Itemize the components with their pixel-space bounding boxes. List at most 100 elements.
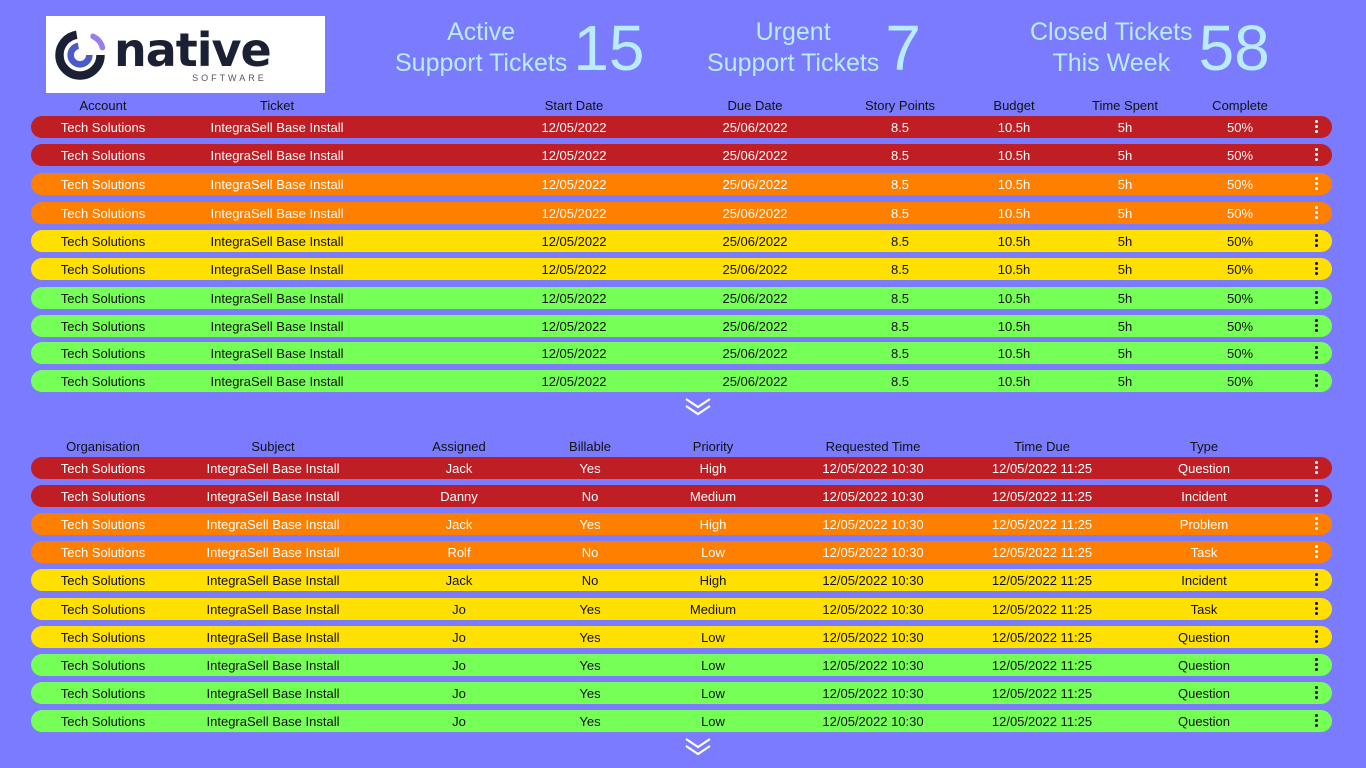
table-row[interactable]: Tech Solutions IntegraSell Base Install 12… xyxy=(31,315,1332,337)
row-more-options-icon[interactable] xyxy=(1310,147,1322,163)
column-header[interactable]: Time Due xyxy=(1014,439,1070,454)
table-cell: 12/05/2022 11:25 xyxy=(991,630,1093,645)
row-more-options-icon[interactable] xyxy=(1310,318,1322,334)
row-more-options-icon[interactable] xyxy=(1310,488,1322,504)
row-more-options-icon[interactable] xyxy=(1310,261,1322,277)
row-more-options-icon[interactable] xyxy=(1310,205,1322,221)
table-row[interactable]: Tech Solutions IntegraSell Base Install 12… xyxy=(31,173,1332,195)
table-cell: Jack xyxy=(445,573,473,588)
table-cell: 50% xyxy=(1226,120,1254,135)
table-row[interactable]: Tech Solutions IntegraSell Base Install 12… xyxy=(31,144,1332,166)
row-more-options-icon[interactable] xyxy=(1310,176,1322,192)
table-cell: 12/05/2022 11:25 xyxy=(991,461,1093,476)
table-cell: Tech Solutions xyxy=(60,346,146,361)
table-cell: 5h xyxy=(1117,346,1133,361)
column-header[interactable]: Priority xyxy=(692,439,734,454)
column-header[interactable]: Account xyxy=(79,98,127,113)
row-more-options-icon[interactable] xyxy=(1310,572,1322,588)
table-cell: 12/05/2022 xyxy=(541,148,607,163)
row-more-options-icon[interactable] xyxy=(1310,345,1322,361)
table-cell: 25/06/2022 xyxy=(722,148,788,163)
column-header[interactable]: Billable xyxy=(569,439,611,454)
table-cell: 25/06/2022 xyxy=(722,234,788,249)
row-more-options-icon[interactable] xyxy=(1310,373,1322,389)
table-cell: 12/05/2022 xyxy=(541,234,607,249)
column-header[interactable]: Due Date xyxy=(727,98,783,113)
row-more-options-icon[interactable] xyxy=(1310,657,1322,673)
table-row[interactable]: Tech Solutions IntegraSell Base Install 12… xyxy=(31,116,1332,138)
table-cell: 25/06/2022 xyxy=(722,262,788,277)
column-header[interactable]: Time Spent xyxy=(1092,98,1158,113)
table-cell: 12/05/2022 10:30 xyxy=(822,658,924,673)
column-header[interactable]: Organisation xyxy=(66,439,140,454)
table-cell: Jack xyxy=(445,517,473,532)
table-cell: 12/05/2022 11:25 xyxy=(991,573,1093,588)
table-cell: IntegraSell Base Install xyxy=(206,489,340,504)
table-row[interactable]: Tech Solutions IntegraSell Base Install Jo… xyxy=(31,598,1332,620)
stat-active-tickets: Active Support Tickets 15 xyxy=(395,16,645,80)
table-cell: 10.5h xyxy=(997,148,1031,163)
row-more-options-icon[interactable] xyxy=(1310,544,1322,560)
table-cell: 50% xyxy=(1226,148,1254,163)
table-cell: 50% xyxy=(1226,346,1254,361)
expand-projects-chevron-icon[interactable] xyxy=(684,396,712,416)
logo-subtitle: SOFTWARE xyxy=(192,72,267,83)
column-header[interactable]: Ticket xyxy=(259,98,295,113)
table-row[interactable]: Tech Solutions IntegraSell Base Install Jo… xyxy=(31,682,1332,704)
table-row[interactable]: Tech Solutions IntegraSell Base Install 12… xyxy=(31,370,1332,392)
table-cell: 10.5h xyxy=(997,319,1031,334)
table-cell: Tech Solutions xyxy=(60,206,146,221)
row-more-options-icon[interactable] xyxy=(1310,119,1322,135)
table-row[interactable]: Tech Solutions IntegraSell Base Install Ro… xyxy=(31,541,1332,563)
table-cell: 12/05/2022 10:30 xyxy=(822,517,924,532)
table-cell: IntegraSell Base Install xyxy=(206,517,340,532)
table-row[interactable]: Tech Solutions IntegraSell Base Install 12… xyxy=(31,287,1332,309)
row-more-options-icon[interactable] xyxy=(1310,460,1322,476)
stat-closed-label-line1: Closed Tickets xyxy=(1030,18,1193,46)
column-header[interactable]: Requested Time xyxy=(825,439,921,454)
row-more-options-icon[interactable] xyxy=(1310,685,1322,701)
column-header[interactable]: Assigned xyxy=(432,439,486,454)
table-cell: 10.5h xyxy=(997,177,1031,192)
table-row[interactable]: Tech Solutions IntegraSell Base Install Ja… xyxy=(31,513,1332,535)
table-cell: Yes xyxy=(579,630,601,645)
row-more-options-icon[interactable] xyxy=(1310,601,1322,617)
table-row[interactable]: Tech Solutions IntegraSell Base Install Jo… xyxy=(31,626,1332,648)
table-row[interactable]: Tech Solutions IntegraSell Base Install Jo… xyxy=(31,710,1332,732)
table-row[interactable]: Tech Solutions IntegraSell Base Install Jo… xyxy=(31,654,1332,676)
table-row[interactable]: Tech Solutions IntegraSell Base Install 12… xyxy=(31,258,1332,280)
table-row[interactable]: Tech Solutions IntegraSell Base Install 12… xyxy=(31,202,1332,224)
table-cell: IntegraSell Base Install xyxy=(210,120,344,135)
table-cell: 50% xyxy=(1226,234,1254,249)
row-more-options-icon[interactable] xyxy=(1310,516,1322,532)
row-more-options-icon[interactable] xyxy=(1310,233,1322,249)
column-header[interactable]: Budget xyxy=(993,98,1035,113)
table-cell: 12/05/2022 10:30 xyxy=(822,714,924,729)
table-cell: 12/05/2022 10:30 xyxy=(822,630,924,645)
column-header[interactable]: Complete xyxy=(1212,98,1268,113)
table-cell: 12/05/2022 11:25 xyxy=(991,714,1093,729)
row-more-options-icon[interactable] xyxy=(1310,290,1322,306)
table-cell: Tech Solutions xyxy=(60,374,146,389)
row-more-options-icon[interactable] xyxy=(1310,713,1322,729)
table-cell: 50% xyxy=(1226,291,1254,306)
table-row[interactable]: Tech Solutions IntegraSell Base Install Ja… xyxy=(31,457,1332,479)
table-row[interactable]: Tech Solutions IntegraSell Base Install Ja… xyxy=(31,569,1332,591)
table-row[interactable]: Tech Solutions IntegraSell Base Install Da… xyxy=(31,485,1332,507)
column-header[interactable]: Subject xyxy=(251,439,295,454)
table-row[interactable]: Tech Solutions IntegraSell Base Install 12… xyxy=(31,230,1332,252)
table-cell: IntegraSell Base Install xyxy=(210,291,344,306)
table-cell: IntegraSell Base Install xyxy=(210,319,344,334)
column-header[interactable]: Type xyxy=(1189,439,1219,454)
table-cell: 25/06/2022 xyxy=(722,346,788,361)
stat-urgent-tickets: Urgent Support Tickets 7 xyxy=(707,16,921,80)
row-more-options-icon[interactable] xyxy=(1310,629,1322,645)
expand-support-chevron-icon[interactable] xyxy=(684,736,712,756)
table-cell: 10.5h xyxy=(997,234,1031,249)
table-row[interactable]: Tech Solutions IntegraSell Base Install 12… xyxy=(31,342,1332,364)
column-header[interactable]: Story Points xyxy=(864,98,936,113)
column-header[interactable]: Start Date xyxy=(544,98,604,113)
table-cell: Question xyxy=(1177,658,1231,673)
table-cell: 5h xyxy=(1117,262,1133,277)
table-cell: 8.5 xyxy=(890,319,910,334)
